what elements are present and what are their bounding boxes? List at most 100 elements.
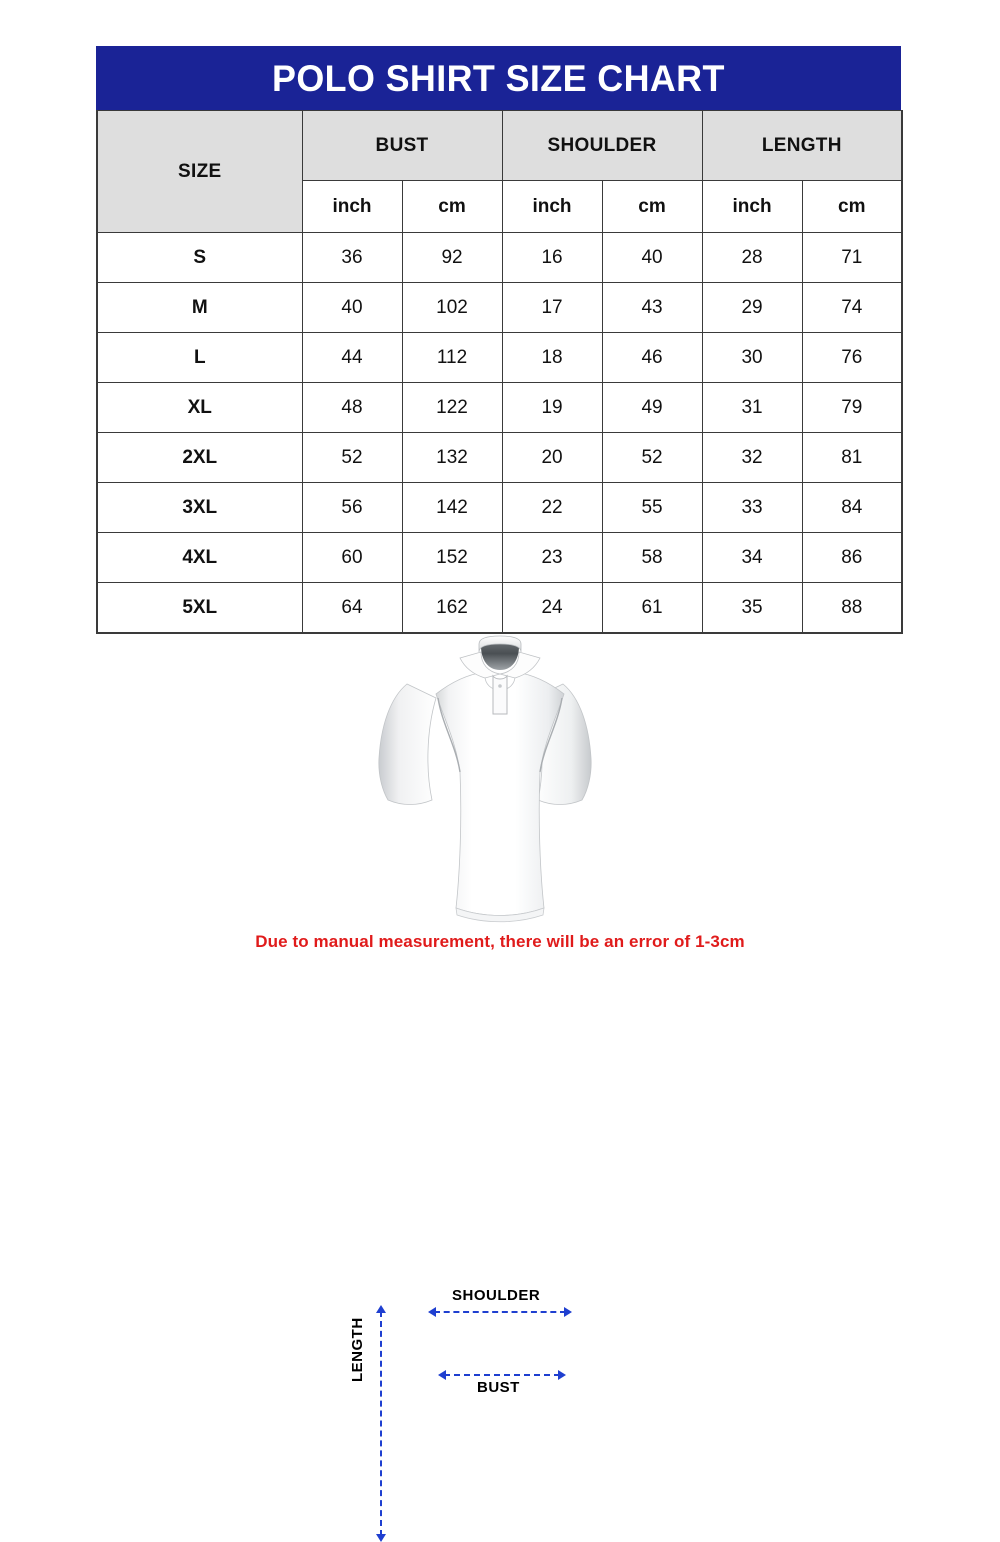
cell-length-inch: 29 [701,282,803,333]
polo-shirt-illustration [378,635,592,923]
cell-length-inch: 30 [701,332,803,383]
cell-shoulder-cm: 52 [601,432,703,483]
cell-length-inch: 33 [701,482,803,533]
cell-size: 2XL [96,432,303,483]
cell-bust-cm: 112 [401,332,503,383]
cell-length-cm: 88 [801,582,903,634]
shirt-button [498,684,502,688]
table-row: 2XL 52 132 20 52 32 81 [96,432,903,483]
column-header-bust: BUST [301,110,503,181]
cell-shoulder-inch: 23 [501,532,603,583]
cell-bust-cm: 142 [401,482,503,533]
cell-length-inch: 31 [701,382,803,433]
cell-shoulder-cm: 46 [601,332,703,383]
cell-bust-cm: 162 [401,582,503,634]
cell-shoulder-inch: 18 [501,332,603,383]
cell-bust-inch: 48 [301,382,403,433]
cell-shoulder-cm: 43 [601,282,703,333]
shirt-collar-left-wing [459,651,501,679]
cell-size: L [96,332,303,383]
measurement-disclaimer: Due to manual measurement, there will be… [255,932,745,951]
unit-header-bust-cm: cm [401,180,503,233]
cell-shoulder-cm: 40 [601,232,703,283]
column-header-size: SIZE [96,110,303,233]
cell-shoulder-inch: 22 [501,482,603,533]
arrow-line [434,1311,566,1313]
shirt-left-sleeve [378,683,437,805]
cell-bust-inch: 56 [301,482,403,533]
arrow-head-right-icon [564,1307,572,1317]
cell-shoulder-cm: 58 [601,532,703,583]
cell-size: 5XL [96,582,303,634]
shirt-left-armhole-seam [437,697,461,773]
cell-length-inch: 35 [701,582,803,634]
cell-bust-inch: 36 [301,232,403,283]
bust-dimension-label: BUST [477,1379,520,1396]
cell-bust-inch: 52 [301,432,403,483]
table-row: L 44 112 18 46 30 76 [96,332,903,383]
shirt-collar-right-wing [499,651,541,679]
cell-bust-inch: 60 [301,532,403,583]
table-row: XL 48 122 19 49 31 79 [96,382,903,433]
cell-length-cm: 81 [801,432,903,483]
column-header-shoulder: SHOULDER [501,110,703,181]
cell-shoulder-inch: 19 [501,382,603,433]
cell-size: 4XL [96,532,303,583]
shirt-placket [492,674,508,715]
arrow-line [380,1311,382,1536]
cell-bust-cm: 122 [401,382,503,433]
cell-length-cm: 74 [801,282,903,333]
size-chart-table: SIZE BUST SHOULDER LENGTH inch cm inch c… [96,110,904,634]
cell-bust-inch: 64 [301,582,403,634]
cell-length-cm: 86 [801,532,903,583]
length-measure-arrow [376,1305,386,1542]
cell-shoulder-inch: 17 [501,282,603,333]
cell-bust-cm: 92 [401,232,503,283]
measurement-diagram: SHOULDER BUST LENGTH [0,622,1000,1542]
cell-bust-cm: 132 [401,432,503,483]
unit-header-bust-inch: inch [301,180,403,233]
unit-header-shoulder-cm: cm [601,180,703,233]
size-chart-container: POLO SHIRT SIZE CHART SIZE BUST SHOULDER… [96,46,904,634]
cell-length-cm: 76 [801,332,903,383]
cell-bust-inch: 40 [301,282,403,333]
shirt-hem [455,907,545,923]
shirt-right-armhole-seam [539,697,563,773]
arrow-head-bottom-icon [376,1534,386,1542]
unit-header-shoulder-inch: inch [501,180,603,233]
cell-bust-inch: 44 [301,332,403,383]
table-row: 3XL 56 142 22 55 33 84 [96,482,903,533]
cell-size: 3XL [96,482,303,533]
table-row: S 36 92 16 40 28 71 [96,232,903,283]
table-row: 5XL 64 162 24 61 35 88 [96,582,903,634]
cell-shoulder-inch: 16 [501,232,603,283]
shoulder-measure-arrow [428,1307,572,1317]
cell-size: S [96,232,303,283]
table-unit-header-row: inch cm inch cm inch cm [97,180,903,233]
shoulder-dimension-label: SHOULDER [452,1287,541,1304]
length-dimension-label: LENGTH [349,1317,366,1382]
column-header-length: LENGTH [701,110,903,181]
shirt-collar-inner [481,640,519,670]
cell-shoulder-cm: 61 [601,582,703,634]
cell-length-inch: 32 [701,432,803,483]
page-title: POLO SHIRT SIZE CHART [272,57,725,99]
cell-shoulder-cm: 55 [601,482,703,533]
unit-header-length-inch: inch [701,180,803,233]
cell-length-cm: 71 [801,232,903,283]
table-group-header-row: SIZE BUST SHOULDER LENGTH [96,110,903,233]
cell-bust-cm: 152 [401,532,503,583]
cell-length-inch: 34 [701,532,803,583]
table-row: 4XL 60 152 23 58 34 86 [96,532,903,583]
arrow-line [444,1374,560,1376]
unit-header-length-cm: cm [801,180,903,233]
cell-length-cm: 84 [801,482,903,533]
bust-measure-arrow [438,1370,566,1380]
cell-bust-cm: 102 [401,282,503,333]
cell-length-inch: 28 [701,232,803,283]
arrow-head-right-icon [558,1370,566,1380]
cell-length-cm: 79 [801,382,903,433]
table-row: M 40 102 17 43 29 74 [96,282,903,333]
cell-shoulder-cm: 49 [601,382,703,433]
shirt-collar-band [478,635,522,653]
